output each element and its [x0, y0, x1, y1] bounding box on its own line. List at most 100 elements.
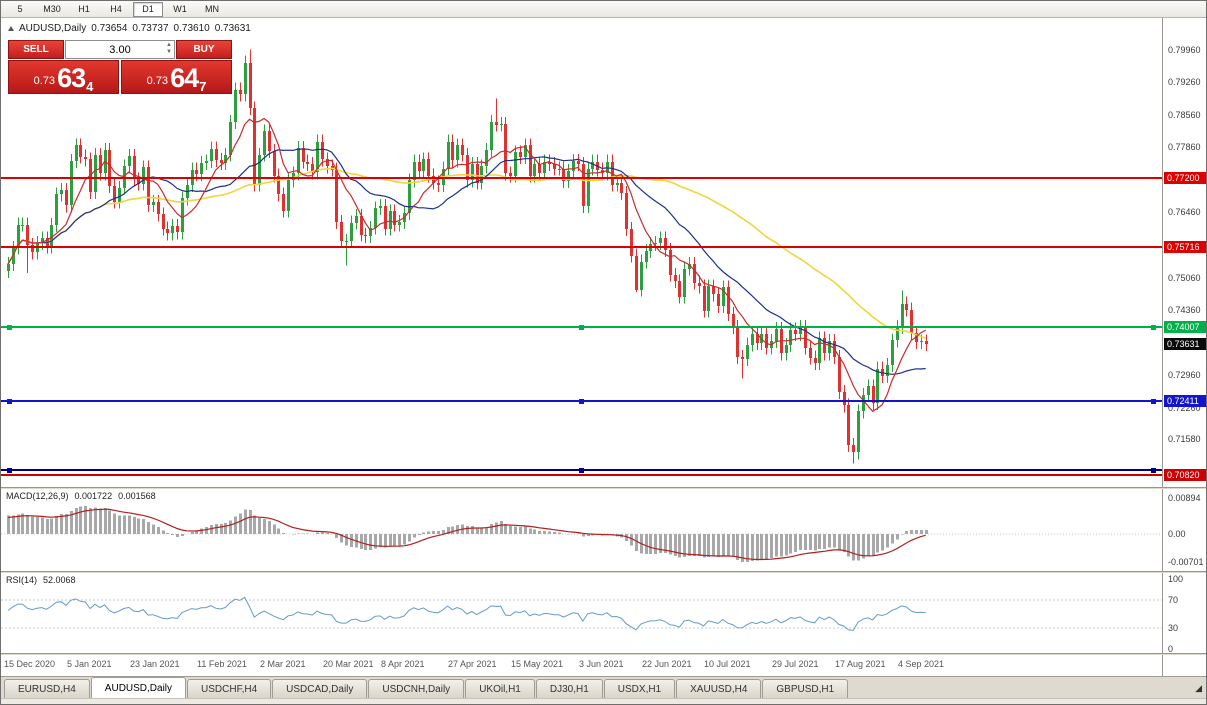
sell-price-display[interactable]: 0.73 63 4 — [8, 60, 119, 94]
candle — [577, 161, 580, 164]
candle — [678, 281, 681, 297]
candle — [741, 357, 744, 359]
candle — [480, 166, 483, 183]
chart-tab-audusd-daily[interactable]: AUDUSD,Daily — [90, 677, 187, 698]
line-handle[interactable] — [7, 399, 12, 404]
candle — [205, 161, 208, 163]
volume-input[interactable] — [85, 42, 155, 57]
chart-tab-gbpusd-h1[interactable]: GBPUSD,H1 — [762, 679, 849, 698]
line-handle[interactable] — [579, 399, 584, 404]
candle — [157, 202, 160, 214]
chart-tab-ukoil-h1[interactable]: UKOil,H1 — [465, 679, 535, 698]
candle — [567, 171, 570, 181]
timeframe-button-m30[interactable]: M30 — [43, 4, 61, 14]
chart-tab-dj30-h1[interactable]: DJ30,H1 — [535, 679, 603, 698]
candle — [659, 238, 662, 243]
hline-price-label: 0.75716 — [1164, 241, 1206, 253]
candle — [118, 188, 121, 202]
time-axis[interactable]: 15 Dec 2020 5 Jan 2021 23 Jan 2021 11 Feb 2… — [1, 655, 1162, 676]
ma-line-21 — [7, 148, 926, 375]
timeframe-button-d1[interactable]: D1 — [133, 1, 163, 17]
candle — [852, 445, 855, 452]
panel-splitter[interactable] — [1, 653, 1206, 655]
candle — [70, 161, 73, 205]
price-tick-label: 0.76460 — [1168, 207, 1201, 217]
rsi-scale-label: 30 — [1168, 623, 1179, 633]
line-handle[interactable] — [1151, 325, 1156, 330]
candle — [311, 164, 314, 172]
candle — [65, 190, 68, 205]
line-handle[interactable] — [7, 468, 12, 473]
one-click-trading-widget: SELL ▲ ▼ BUY 0.73 63 4 — [8, 40, 232, 94]
candle — [809, 348, 812, 358]
candle — [683, 269, 686, 297]
candle — [625, 193, 628, 229]
panel-splitter[interactable] — [1, 487, 1206, 489]
date-label: 27 Apr 2021 — [448, 659, 497, 669]
line-handle[interactable] — [7, 325, 12, 330]
buy-button[interactable]: BUY — [176, 40, 232, 59]
rsi-panel[interactable]: RSI(14) 52.0068 — [1, 573, 1162, 653]
volume-down-button[interactable]: ▼ — [166, 49, 172, 55]
chart-tab-usdchf-h4[interactable]: USDCHF,H4 — [187, 679, 272, 698]
candle — [408, 180, 411, 213]
chart-tab-usdx-h1[interactable]: USDX,H1 — [603, 679, 676, 698]
volume-up-button[interactable]: ▲ — [166, 42, 172, 48]
candle — [369, 228, 372, 236]
macd-scale-label: -0.00701 — [1168, 557, 1204, 567]
buy-price-display[interactable]: 0.73 64 7 — [121, 60, 232, 94]
ma-line-55 — [7, 167, 926, 340]
line-handle[interactable] — [1151, 399, 1156, 404]
tab-overflow-icon[interactable]: ◢ — [1195, 683, 1202, 693]
candle — [635, 256, 638, 290]
candle — [562, 169, 565, 181]
macd-panel[interactable]: MACD(12,26,9) 0.001722 0.001568 — [1, 489, 1162, 571]
candle — [717, 294, 720, 306]
main-chart-panel[interactable]: AUDUSD,Daily 0.73654 0.73737 0.73610 0.7… — [1, 18, 1162, 487]
candle — [620, 183, 623, 193]
date-label: 29 Jul 2021 — [772, 659, 819, 669]
timeframe-button-h1[interactable]: H1 — [78, 4, 90, 14]
chart-tab-xauusd-h4[interactable]: XAUUSD,H4 — [676, 679, 762, 698]
sell-button[interactable]: SELL — [8, 40, 64, 59]
timeframe-button-w1[interactable]: W1 — [173, 4, 187, 14]
panel-splitter[interactable] — [1, 571, 1206, 573]
date-label: 15 Dec 2020 — [4, 659, 56, 669]
chart-tab-usdcnh-daily[interactable]: USDCNH,Daily — [368, 679, 465, 698]
candle — [60, 190, 63, 194]
candle — [94, 155, 97, 192]
candle — [476, 164, 479, 183]
candle — [258, 155, 261, 185]
main-chart-canvas[interactable] — [1, 18, 1162, 487]
chart-tab-eurusd-h4[interactable]: EURUSD,H4 — [4, 679, 90, 698]
rsi-scale-label: 100 — [1168, 574, 1184, 584]
candle — [379, 206, 382, 208]
candle — [277, 176, 280, 194]
chart-tab-usdcad-daily[interactable]: USDCAD,Daily — [272, 679, 368, 698]
price-tick-label: 0.75060 — [1168, 273, 1201, 283]
date-label: 2 Mar 2021 — [260, 659, 306, 669]
candle — [688, 264, 691, 269]
macd-canvas[interactable] — [1, 489, 1162, 571]
candle — [587, 169, 590, 206]
timeframe-button-h4[interactable]: H4 — [110, 4, 122, 14]
line-handle[interactable] — [1151, 468, 1156, 473]
rsi-canvas[interactable] — [1, 573, 1162, 653]
line-handle[interactable] — [579, 468, 584, 473]
price-axis[interactable]: 0.79960 0.79260 0.78560 0.77860 0.76460 0.750… — [1162, 18, 1206, 676]
volume-field[interactable]: ▲ ▼ — [65, 40, 175, 59]
timeframe-button-mn[interactable]: MN — [205, 4, 219, 14]
timeframe-button-5[interactable]: 5 — [17, 4, 23, 14]
candle — [896, 327, 899, 340]
candle — [113, 186, 116, 202]
price-tick-label: 0.77860 — [1168, 142, 1201, 152]
candle — [220, 160, 223, 163]
candle — [384, 206, 387, 229]
price-tick-label: 0.72960 — [1168, 370, 1201, 380]
candle — [857, 411, 860, 452]
candle — [268, 131, 271, 151]
candle — [418, 162, 421, 171]
candle — [886, 365, 889, 376]
candle — [751, 334, 754, 345]
line-handle[interactable] — [579, 325, 584, 330]
